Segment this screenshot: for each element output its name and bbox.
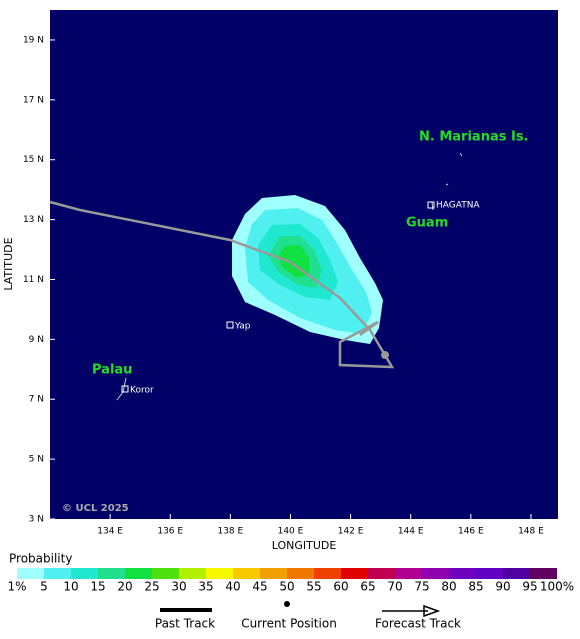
x-tick-label: 142 E [338,527,364,537]
x-axis-label: LONGITUDE [272,539,337,552]
color-label: 10 [63,580,78,594]
y-tick-label: 11 N [23,275,44,285]
track [49,200,395,369]
x-tick-label: 134 E [97,527,123,537]
color-label: 40 [225,580,240,594]
color-swatch [368,568,395,579]
color-swatch [341,568,368,579]
past-track-line [49,200,387,356]
color-swatch [179,568,206,579]
y-tick-label: 5 N [29,455,44,465]
color-label: 80 [441,580,456,594]
color-label: 5 [40,580,48,594]
current-position [381,351,389,359]
color-label: 75 [414,580,429,594]
y-tick-label: 3 N [29,515,44,525]
color-label: 90 [495,580,510,594]
y-tick-label: 7 N [29,395,44,405]
place-label: Yap [234,322,251,332]
x-tick-label: 144 E [398,527,424,537]
color-label: 50 [279,580,294,594]
color-swatch [287,568,314,579]
y-tick-label: 19 N [23,35,44,45]
color-swatch [395,568,422,579]
color-label: 85 [468,580,483,594]
color-label: 55 [306,580,321,594]
color-label: 70 [387,580,402,594]
color-swatch [530,568,557,579]
color-swatch [314,568,341,579]
color-swatch [449,568,476,579]
color-label: 30 [171,580,186,594]
color-label: 15 [90,580,105,594]
region-label: Guam [406,216,448,231]
place-marker [427,201,435,209]
forecast-arrow [423,604,441,618]
place-marker [121,385,129,393]
color-swatch [422,568,449,579]
forecast-track-line [338,320,395,369]
y-tick-label: 13 N [23,215,44,225]
x-tick-label: 136 E [157,527,183,537]
color-label: 45 [252,580,267,594]
x-tick-label: 138 E [217,527,243,537]
color-label: 95 [522,580,537,594]
current-position-symbol [284,601,290,607]
color-swatch [476,568,503,579]
y-tick-label: 15 N [23,155,44,165]
color-swatch [503,568,530,579]
x-tick-label: 140 E [278,527,304,537]
color-label: 65 [360,580,375,594]
island [459,152,463,157]
color-swatch [152,568,179,579]
color-swatch [17,568,44,579]
color-label: 35 [198,580,213,594]
region-label: Palau [92,363,132,378]
color-swatch [260,568,287,579]
island [445,183,449,186]
legend-title: Probability [9,552,72,566]
color-swatch [206,568,233,579]
color-swatch [71,568,98,579]
region-label: N. Marianas Is. [419,130,529,145]
color-label: 20 [117,580,132,594]
guam-island [431,201,434,211]
legend-label: Current Position [241,617,337,631]
color-swatch [125,568,152,579]
place-label: Koror [130,386,154,396]
color-label: 100% [540,580,574,594]
color-label: 1% [7,580,26,594]
y-tick-label: 17 N [23,95,44,105]
y-tick-label: 9 N [29,335,44,345]
color-swatch [233,568,260,579]
place-marker [226,321,234,329]
legend-label: Past Track [155,617,215,631]
y-axis-label: LATITUDE [2,237,15,290]
place-label: HAGATNA [436,201,480,211]
probability-swath [232,195,383,344]
copyright: © UCL 2025 [62,503,129,514]
legend-label: Forecast Track [375,617,461,631]
x-tick-label: 148 E [518,527,544,537]
color-swatch [44,568,71,579]
x-tick-label: 146 E [458,527,484,537]
color-label: 25 [144,580,159,594]
color-label: 60 [333,580,348,594]
color-swatch [98,568,125,579]
